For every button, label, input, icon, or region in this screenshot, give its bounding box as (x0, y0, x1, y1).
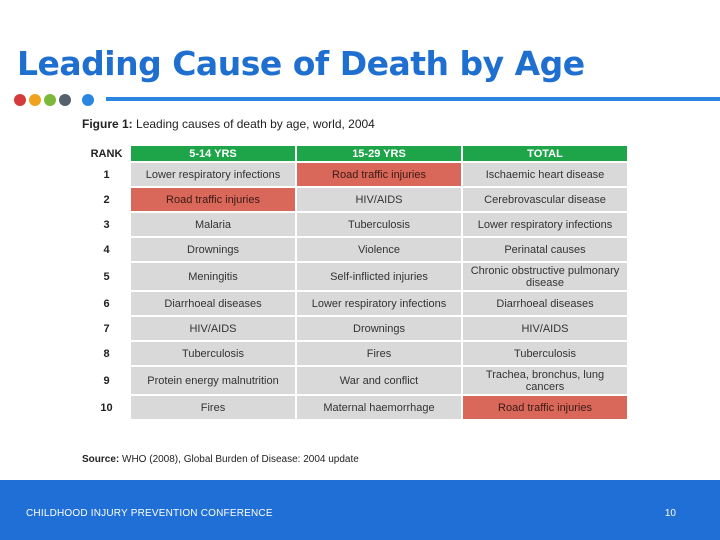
table-row: 8 Tuberculosis Fires Tuberculosis (84, 342, 627, 365)
cause-cell: Tuberculosis (297, 213, 461, 236)
table-row: 5 Meningitis Self-inflicted injuries Chr… (84, 263, 627, 290)
slide-title: Leading Cause of Death by Age (17, 44, 585, 83)
table-row: 1 Lower respiratory infections Road traf… (84, 163, 627, 186)
cause-cell: Tuberculosis (131, 342, 295, 365)
rank-cell: 7 (84, 317, 129, 340)
cause-cell: HIV/AIDS (297, 188, 461, 211)
dot-grey-icon (59, 94, 71, 106)
rank-cell: 10 (84, 396, 129, 419)
cause-cell: Tuberculosis (463, 342, 627, 365)
rank-cell: 6 (84, 292, 129, 315)
source-text: WHO (2008), Global Burden of Disease: 20… (122, 454, 359, 465)
rank-cell: 4 (84, 238, 129, 261)
source-note: Source: WHO (2008), Global Burden of Dis… (82, 454, 359, 465)
column-header-15-29: 15-29 YRS (297, 146, 461, 161)
cause-cell: Fires (131, 396, 295, 419)
figure-label: Figure 1: (82, 117, 133, 131)
cause-cell: Perinatal causes (463, 238, 627, 261)
table-row: 10 Fires Maternal haemorrhage Road traff… (84, 396, 627, 419)
rank-cell: 3 (84, 213, 129, 236)
causes-of-death-table: RANK 5-14 YRS 15-29 YRS TOTAL 1 Lower re… (82, 144, 629, 421)
column-header-total: TOTAL (463, 146, 627, 161)
table-row: 2 Road traffic injuries HIV/AIDS Cerebro… (84, 188, 627, 211)
rank-cell: 9 (84, 367, 129, 394)
table-row: 9 Protein energy malnutrition War and co… (84, 367, 627, 394)
rank-cell: 5 (84, 263, 129, 290)
rank-cell: 1 (84, 163, 129, 186)
cause-cell-highlighted: Road traffic injuries (463, 396, 627, 419)
cause-cell: War and conflict (297, 367, 461, 394)
dot-red-icon (14, 94, 26, 106)
table-row: 6 Diarrhoeal diseases Lower respiratory … (84, 292, 627, 315)
dot-blue-icon (82, 94, 94, 106)
cause-cell: Maternal haemorrhage (297, 396, 461, 419)
cause-cell: Meningitis (131, 263, 295, 290)
dot-orange-icon (29, 94, 41, 106)
cause-cell: Lower respiratory infections (131, 163, 295, 186)
source-label: Source: (82, 454, 120, 465)
cause-cell: Self-inflicted injuries (297, 263, 461, 290)
title-underline (106, 97, 720, 101)
column-header-5-14: 5-14 YRS (131, 146, 295, 161)
table-row: 3 Malaria Tuberculosis Lower respiratory… (84, 213, 627, 236)
page-number: 10 (664, 508, 676, 519)
rank-cell: 2 (84, 188, 129, 211)
cause-cell: Fires (297, 342, 461, 365)
table-row: 4 Drownings Violence Perinatal causes (84, 238, 627, 261)
cause-cell: Lower respiratory infections (297, 292, 461, 315)
table-header-row: RANK 5-14 YRS 15-29 YRS TOTAL (84, 146, 627, 161)
dot-green-icon (44, 94, 56, 106)
cause-cell-highlighted: Road traffic injuries (131, 188, 295, 211)
table-row: 7 HIV/AIDS Drownings HIV/AIDS (84, 317, 627, 340)
cause-cell: Cerebrovascular disease (463, 188, 627, 211)
cause-cell: Violence (297, 238, 461, 261)
column-header-rank: RANK (84, 146, 129, 161)
cause-cell: Diarrhoeal diseases (463, 292, 627, 315)
cause-cell: Lower respiratory infections (463, 213, 627, 236)
cause-cell-highlighted: Road traffic injuries (297, 163, 461, 186)
cause-cell: Malaria (131, 213, 295, 236)
cause-cell: Drownings (131, 238, 295, 261)
figure-caption: Figure 1: Leading causes of death by age… (82, 117, 375, 131)
cause-cell: Drownings (297, 317, 461, 340)
cause-cell: Protein energy malnutrition (131, 367, 295, 394)
cause-cell: Chronic obstructive pulmonary disease (463, 263, 627, 290)
rank-cell: 8 (84, 342, 129, 365)
cause-cell: HIV/AIDS (131, 317, 295, 340)
footer-conference-name: CHILDHOOD INJURY PREVENTION CONFERENCE (26, 508, 273, 519)
cause-cell: HIV/AIDS (463, 317, 627, 340)
cause-cell: Diarrhoeal diseases (131, 292, 295, 315)
figure-caption-text: Leading causes of death by age, world, 2… (136, 117, 375, 131)
footer-bar: CHILDHOOD INJURY PREVENTION CONFERENCE 1… (0, 480, 720, 540)
cause-cell: Trachea, bronchus, lung cancers (463, 367, 627, 394)
cause-cell: Ischaemic heart disease (463, 163, 627, 186)
